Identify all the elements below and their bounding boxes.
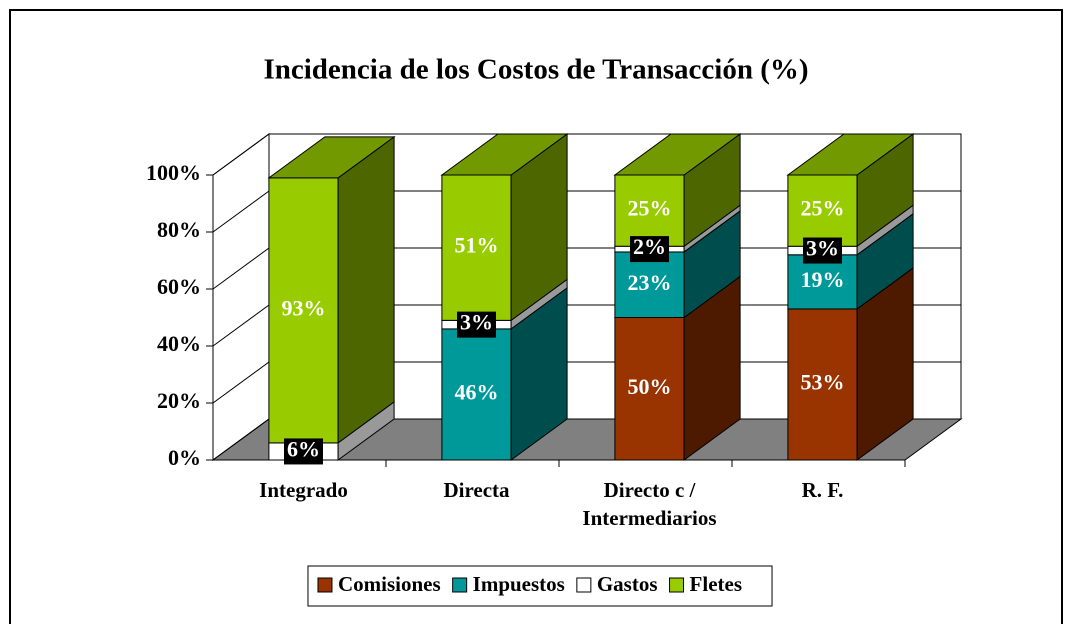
y-tick-label: 40% [157, 331, 201, 356]
bar-top [786, 133, 915, 176]
data-label: 23% [628, 270, 672, 295]
side-wall [212, 133, 270, 461]
legend-label: Fletes [690, 572, 742, 596]
bar-top [613, 133, 742, 176]
bar-side [337, 135, 395, 444]
chart-title: Incidencia de los Costos de Transacción … [263, 54, 808, 86]
legend-box [307, 565, 773, 607]
bar-segment [268, 177, 339, 444]
data-label: 53% [801, 370, 845, 395]
y-tick-label: 0% [168, 445, 201, 470]
legend-swatch [317, 577, 333, 593]
x-tick-label: Directa [443, 478, 510, 502]
bar-segment [787, 308, 858, 461]
data-label-bg [284, 438, 323, 465]
bar-segment [441, 328, 512, 461]
data-label: 3% [460, 310, 493, 335]
legend-label: Gastos [597, 572, 658, 596]
data-label-bg [803, 237, 842, 264]
y-tick-label: 60% [157, 274, 201, 299]
y-tick-label: 100% [146, 160, 201, 185]
data-label: 6% [287, 436, 320, 461]
legend-swatch [669, 577, 685, 593]
data-label: 51% [455, 233, 499, 258]
data-label: 19% [801, 267, 845, 292]
bar-segment [614, 174, 685, 247]
data-label: 3% [806, 236, 839, 261]
y-tick-label: 80% [157, 217, 201, 242]
data-label: 46% [455, 379, 499, 404]
x-tick-label: Integrado [259, 478, 348, 502]
legend-swatch [452, 577, 468, 593]
bar-segment [614, 317, 685, 461]
y-tick-label: 20% [157, 388, 201, 413]
bar-segment [441, 174, 512, 321]
legend: Comisiones Impuestos Gastos Fletes [307, 565, 773, 607]
data-label: 93% [282, 295, 326, 320]
data-label: 50% [628, 374, 672, 399]
x-tick-label: Directo c / Intermediarios [582, 478, 716, 530]
data-label: 25% [628, 196, 672, 221]
bar-top [440, 133, 569, 176]
data-label-bg [630, 236, 669, 263]
legend-label: Impuestos [473, 572, 565, 596]
data-label: 25% [801, 196, 845, 221]
data-label-bg [457, 311, 496, 338]
legend-label: Comisiones [338, 572, 441, 596]
legend-swatch [576, 577, 592, 593]
data-label: 2% [633, 234, 666, 259]
bar-top [267, 136, 396, 179]
x-tick-label: R. F. [802, 478, 844, 502]
